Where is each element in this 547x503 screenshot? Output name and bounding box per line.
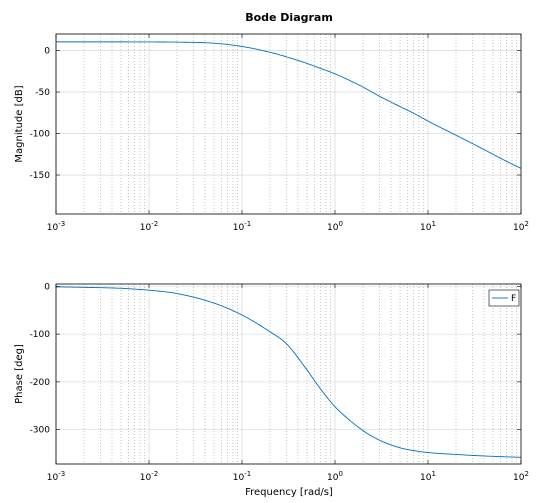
magnitude-line	[56, 41, 522, 169]
phase-plot-area	[56, 284, 521, 464]
y-tick-label: 0	[44, 282, 50, 292]
x-tick-label: 102	[513, 220, 529, 233]
x-tick-label: 10-2	[140, 470, 158, 483]
magnitude-grid	[55, 34, 521, 214]
phase-y-ticks: 0 -100 -200 -300	[30, 282, 521, 436]
x-tick-label: 10-1	[233, 220, 251, 233]
legend-label: F	[511, 294, 516, 304]
phase-panel: 0 -100 -200 -300 10-3 10-2 10-1 100 101 102 Phas…	[14, 282, 529, 483]
x-tick-label: 10-3	[47, 470, 65, 483]
phase-line	[55, 286, 522, 458]
x-tick-label: 10-2	[140, 220, 158, 233]
x-tick-label: 102	[513, 470, 529, 483]
phase-x-ticks: 10-3 10-2 10-1 100 101 102	[47, 284, 529, 483]
x-tick-label: 100	[327, 470, 343, 483]
x-tick-label: 100	[327, 220, 343, 233]
magnitude-plot-area	[56, 34, 521, 214]
y-tick-label: -200	[30, 378, 51, 388]
x-tick-label: 101	[420, 470, 436, 483]
magnitude-panel: 0 -50 -100 -150 10-3 10-2 10-1 100 101 102 Magni…	[14, 33, 529, 233]
y-tick-label: -100	[30, 130, 51, 140]
y-tick-label: -50	[35, 88, 50, 98]
magnitude-y-ticks: 0 -50 -100 -150	[30, 47, 521, 181]
phase-grid	[55, 284, 521, 464]
chart-title: Bode Diagram	[245, 11, 333, 24]
magnitude-y-axis-label: Magnitude [dB]	[14, 85, 25, 162]
phase-y-axis-label: Phase [deg]	[14, 344, 25, 404]
y-tick-label: -300	[30, 426, 51, 436]
legend: F	[488, 289, 520, 307]
y-tick-label: 0	[44, 47, 50, 57]
y-tick-label: -100	[30, 330, 51, 340]
phase-axes-box	[55, 283, 522, 465]
x-tick-label: 101	[420, 220, 436, 233]
magnitude-axes-box	[55, 33, 522, 215]
x-tick-label: 10-3	[47, 220, 65, 233]
x-tick-label: 10-1	[233, 470, 251, 483]
x-axis-label: Frequency [rad/s]	[245, 487, 333, 498]
y-tick-label: -150	[30, 171, 51, 181]
